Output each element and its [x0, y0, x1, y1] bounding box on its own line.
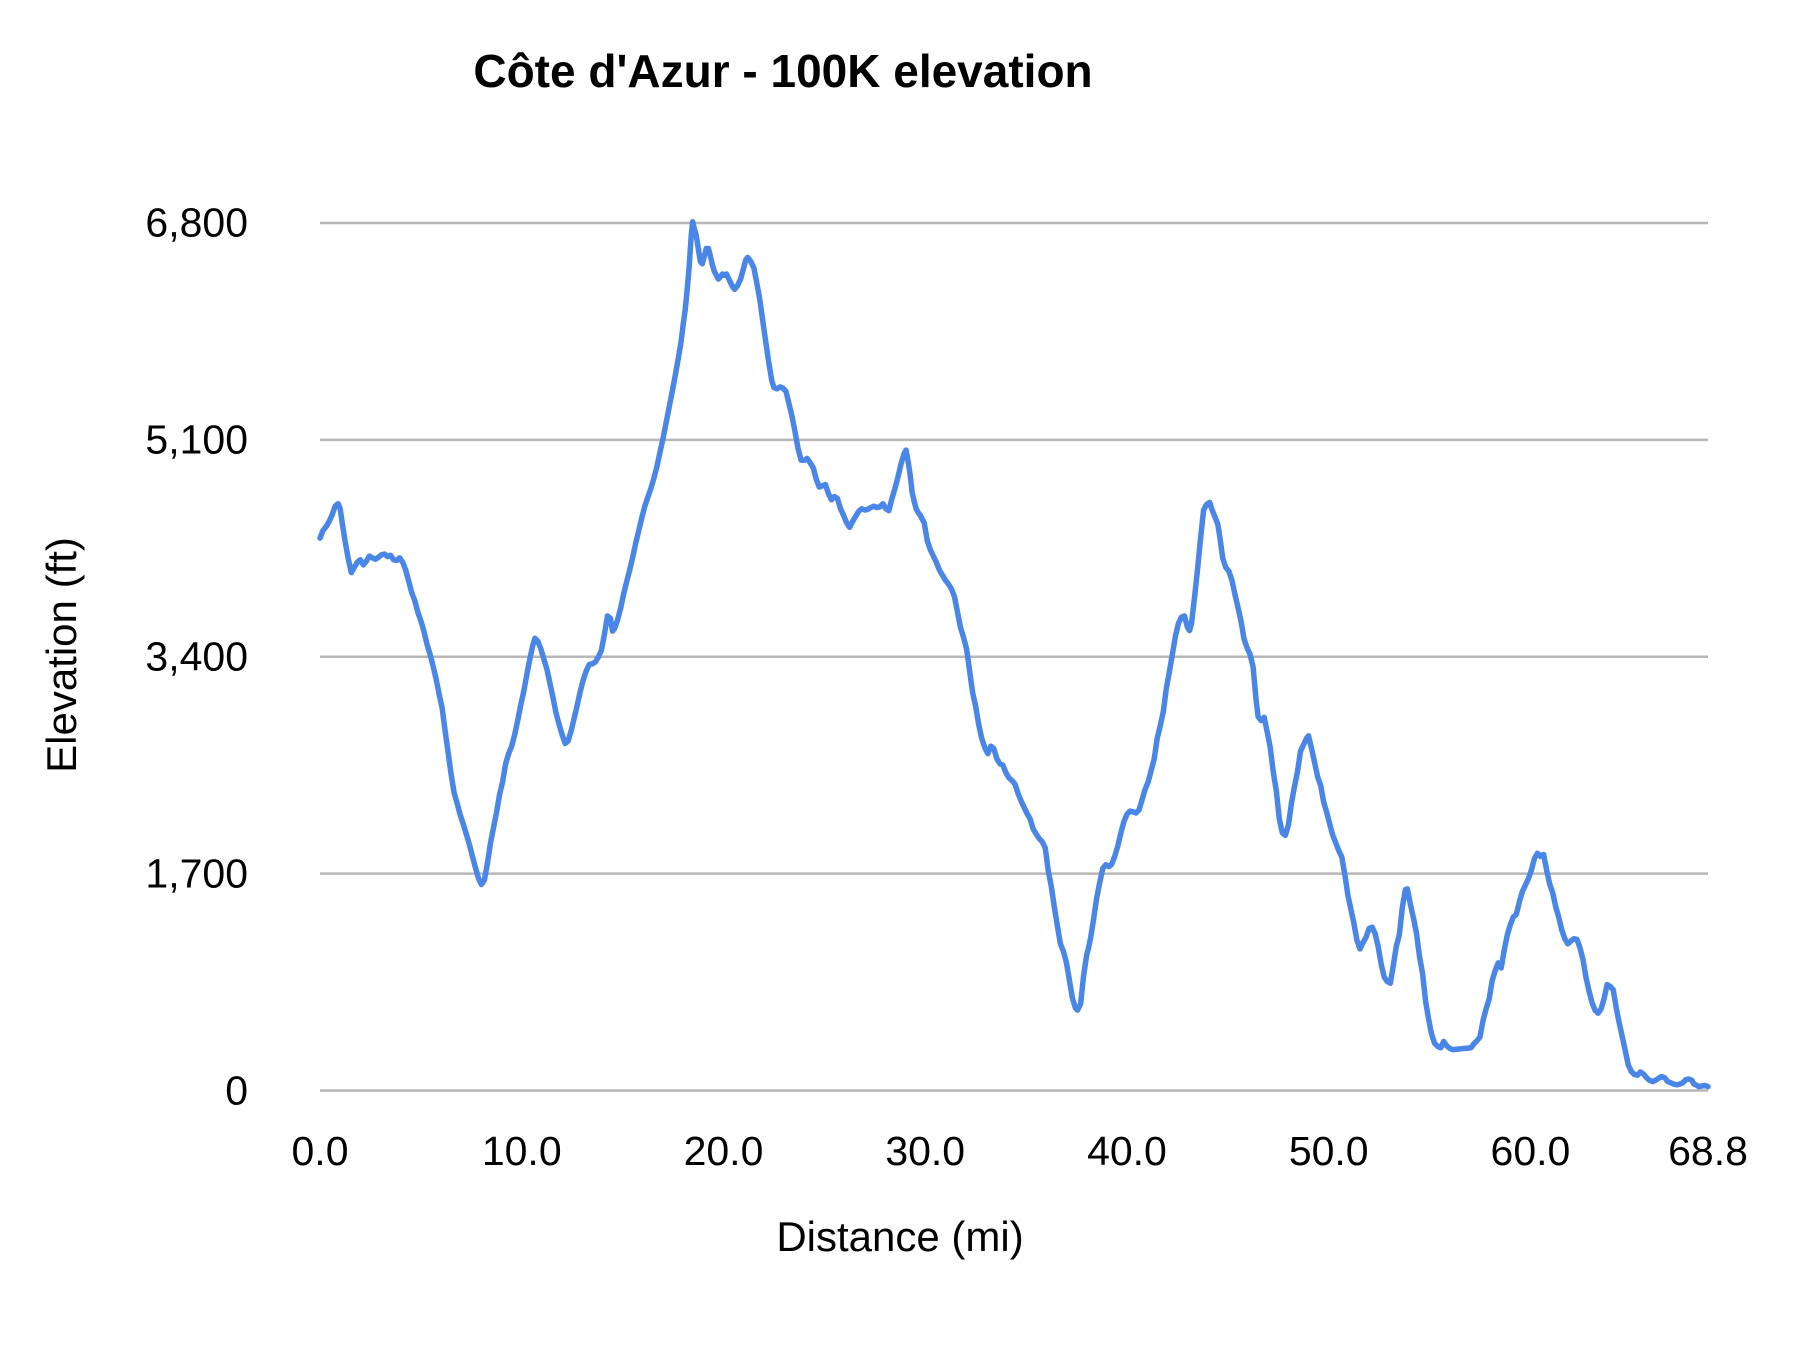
gridlines [320, 221, 1708, 1092]
x-tick-label: 68.8 [1668, 1128, 1748, 1174]
x-tick-label: 20.0 [683, 1128, 764, 1174]
chart-title: Côte d'Azur - 100K elevation [473, 45, 1093, 97]
x-tick-label: 60.0 [1490, 1128, 1571, 1174]
y-tick-label: 3,400 [145, 633, 248, 680]
x-tick-label: 10.0 [481, 1128, 562, 1174]
y-tick-label: 0 [225, 1067, 248, 1113]
x-tick-label: 50.0 [1288, 1128, 1369, 1174]
y-tick-label: 5,100 [145, 416, 248, 463]
x-tick-label: 0.0 [291, 1128, 349, 1174]
x-tick-label: 40.0 [1087, 1128, 1167, 1174]
y-tick-label: 6,800 [145, 199, 248, 246]
x-tick-label: 30.0 [885, 1128, 966, 1174]
x-axis-title: Distance (mi) [776, 1213, 1024, 1260]
elevation-line [317, 218, 1711, 1090]
y-tick-label: 1,700 [145, 850, 248, 897]
